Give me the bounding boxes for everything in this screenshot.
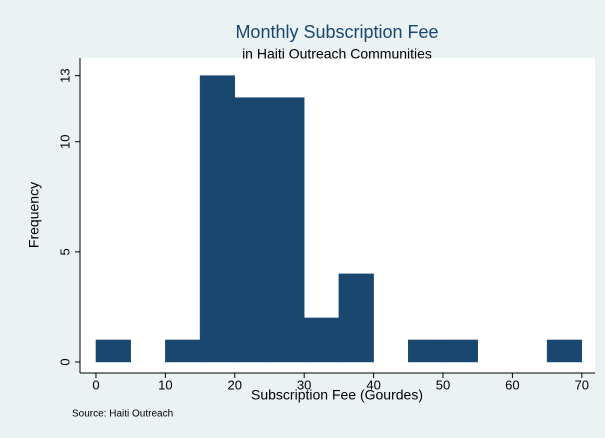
y-tick-label: 13 [57,68,72,82]
bar [408,339,444,363]
y-axis-label: Frequency [26,182,42,248]
chart-title: Monthly Subscription Fee [235,22,438,42]
bar [269,97,305,363]
x-axis-label: Subscription Fee (Gourdes) [251,387,423,403]
bar [95,339,131,363]
x-tick-label: 0 [92,377,99,392]
bar [338,273,374,363]
y-tick-label: 0 [57,358,72,365]
bar [303,317,340,363]
x-tick-label: 10 [158,377,172,392]
x-tick-label: 40 [366,377,380,392]
bar [442,339,478,363]
bar [546,339,583,363]
chart-subtitle: in Haiti Outreach Communities [242,46,432,62]
x-tick-label: 20 [228,377,242,392]
y-tick-label: 10 [57,134,72,148]
x-tick-label: 50 [436,377,450,392]
source-note: Source: Haiti Outreach [72,409,173,420]
bar [234,97,270,363]
x-tick-label: 70 [575,377,589,392]
bar [199,75,236,363]
x-tick-label: 60 [505,377,519,392]
bar [165,339,201,363]
x-tick-label: 30 [297,377,311,392]
y-tick-label: 5 [57,248,72,255]
